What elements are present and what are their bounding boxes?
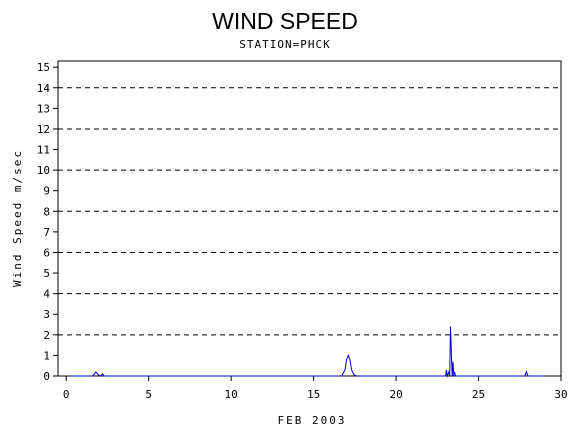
y-tick-label-11: 11 [37, 144, 50, 157]
y-tick-label-12: 12 [37, 123, 50, 136]
gridlines [58, 87, 561, 336]
y-tick-label-6: 6 [43, 246, 50, 259]
y-tick-label-3: 3 [43, 308, 50, 321]
y-axis-label: Wind Speed m/sec [11, 149, 24, 287]
series-group [69, 326, 545, 378]
series-line-0 [69, 326, 545, 378]
x-tick-label-5: 5 [145, 388, 152, 401]
y-tick-label-14: 14 [37, 82, 51, 95]
y-tick-label-9: 9 [43, 185, 50, 198]
x-tick-label-20: 20 [389, 388, 402, 401]
y-tick-label-15: 15 [37, 61, 50, 74]
x-axis-label: FEB 2003 [278, 414, 347, 427]
x-axis-ticks: 0 5 10 15 20 25 30 [63, 376, 568, 401]
y-tick-label-1: 1 [43, 349, 50, 362]
chart-subtitle: STATION=PHCK [239, 38, 330, 51]
y-tick-label-10: 10 [37, 164, 50, 177]
y-tick-label-13: 13 [37, 102, 50, 115]
x-tick-label-25: 25 [472, 388, 485, 401]
y-tick-label-0: 0 [43, 370, 50, 383]
x-tick-label-0: 0 [63, 388, 70, 401]
y-tick-label-2: 2 [43, 329, 50, 342]
plot-frame [57, 60, 562, 377]
y-tick-label-8: 8 [43, 205, 50, 218]
x-tick-label-15: 15 [307, 388, 320, 401]
y-tick-label-5: 5 [43, 267, 50, 280]
axes [57, 60, 562, 377]
y-tick-label-4: 4 [43, 288, 50, 301]
chart-title: WIND SPEED [212, 8, 358, 34]
x-tick-label-10: 10 [225, 388, 238, 401]
x-tick-label-30: 30 [554, 388, 567, 401]
y-tick-label-7: 7 [43, 226, 50, 239]
